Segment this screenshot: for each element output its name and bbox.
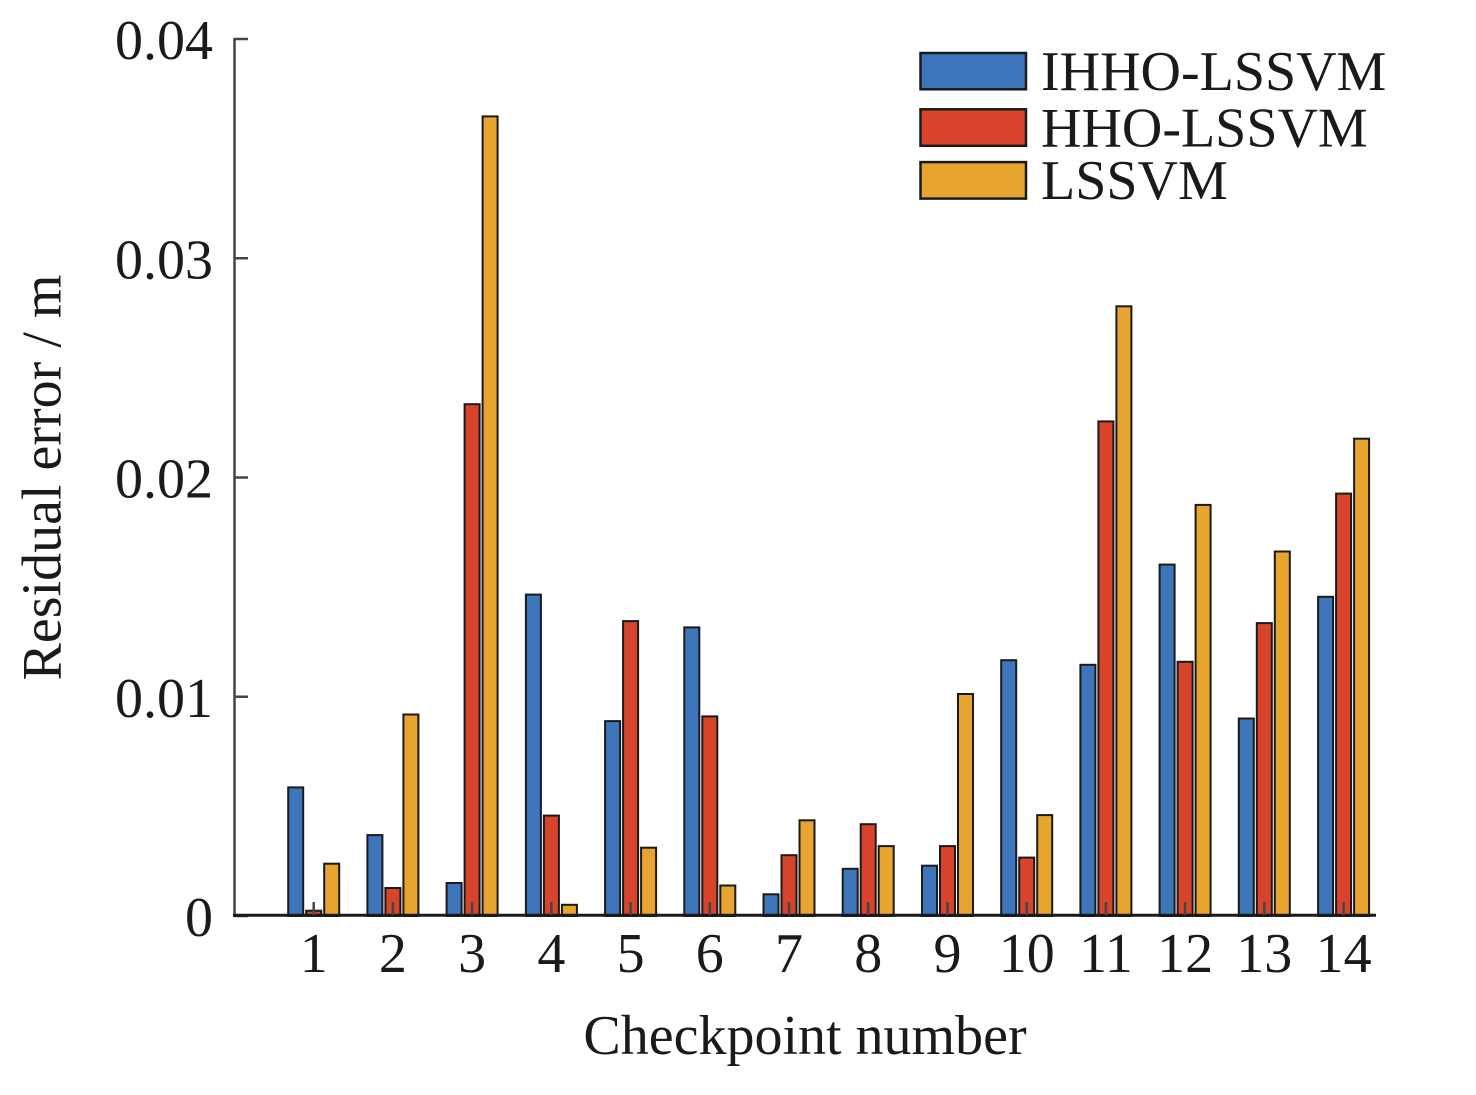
svg-text:HHO-LSSVM: HHO-LSSVM <box>1041 98 1368 160</box>
svg-text:5: 5 <box>617 923 645 985</box>
svg-text:Checkpoint number: Checkpoint number <box>583 1005 1027 1067</box>
svg-text:6: 6 <box>696 923 724 985</box>
svg-text:11: 11 <box>1079 923 1133 985</box>
svg-text:14: 14 <box>1316 923 1372 985</box>
svg-text:0.03: 0.03 <box>115 229 213 291</box>
svg-text:0: 0 <box>185 887 213 949</box>
svg-text:2: 2 <box>379 923 407 985</box>
svg-text:10: 10 <box>999 923 1055 985</box>
svg-text:7: 7 <box>775 923 803 985</box>
svg-text:LSSVM: LSSVM <box>1041 150 1228 212</box>
svg-text:12: 12 <box>1157 923 1213 985</box>
svg-text:1: 1 <box>300 923 328 985</box>
svg-text:Residual error / m: Residual error / m <box>12 275 74 681</box>
svg-text:0.04: 0.04 <box>115 10 213 72</box>
svg-text:13: 13 <box>1236 923 1292 985</box>
svg-text:0.01: 0.01 <box>115 668 213 730</box>
svg-text:3: 3 <box>458 923 486 985</box>
svg-text:IHHO-LSSVM: IHHO-LSSVM <box>1041 41 1386 103</box>
svg-text:9: 9 <box>934 923 962 985</box>
svg-text:4: 4 <box>537 923 565 985</box>
svg-text:0.02: 0.02 <box>115 449 213 511</box>
svg-text:8: 8 <box>854 923 882 985</box>
